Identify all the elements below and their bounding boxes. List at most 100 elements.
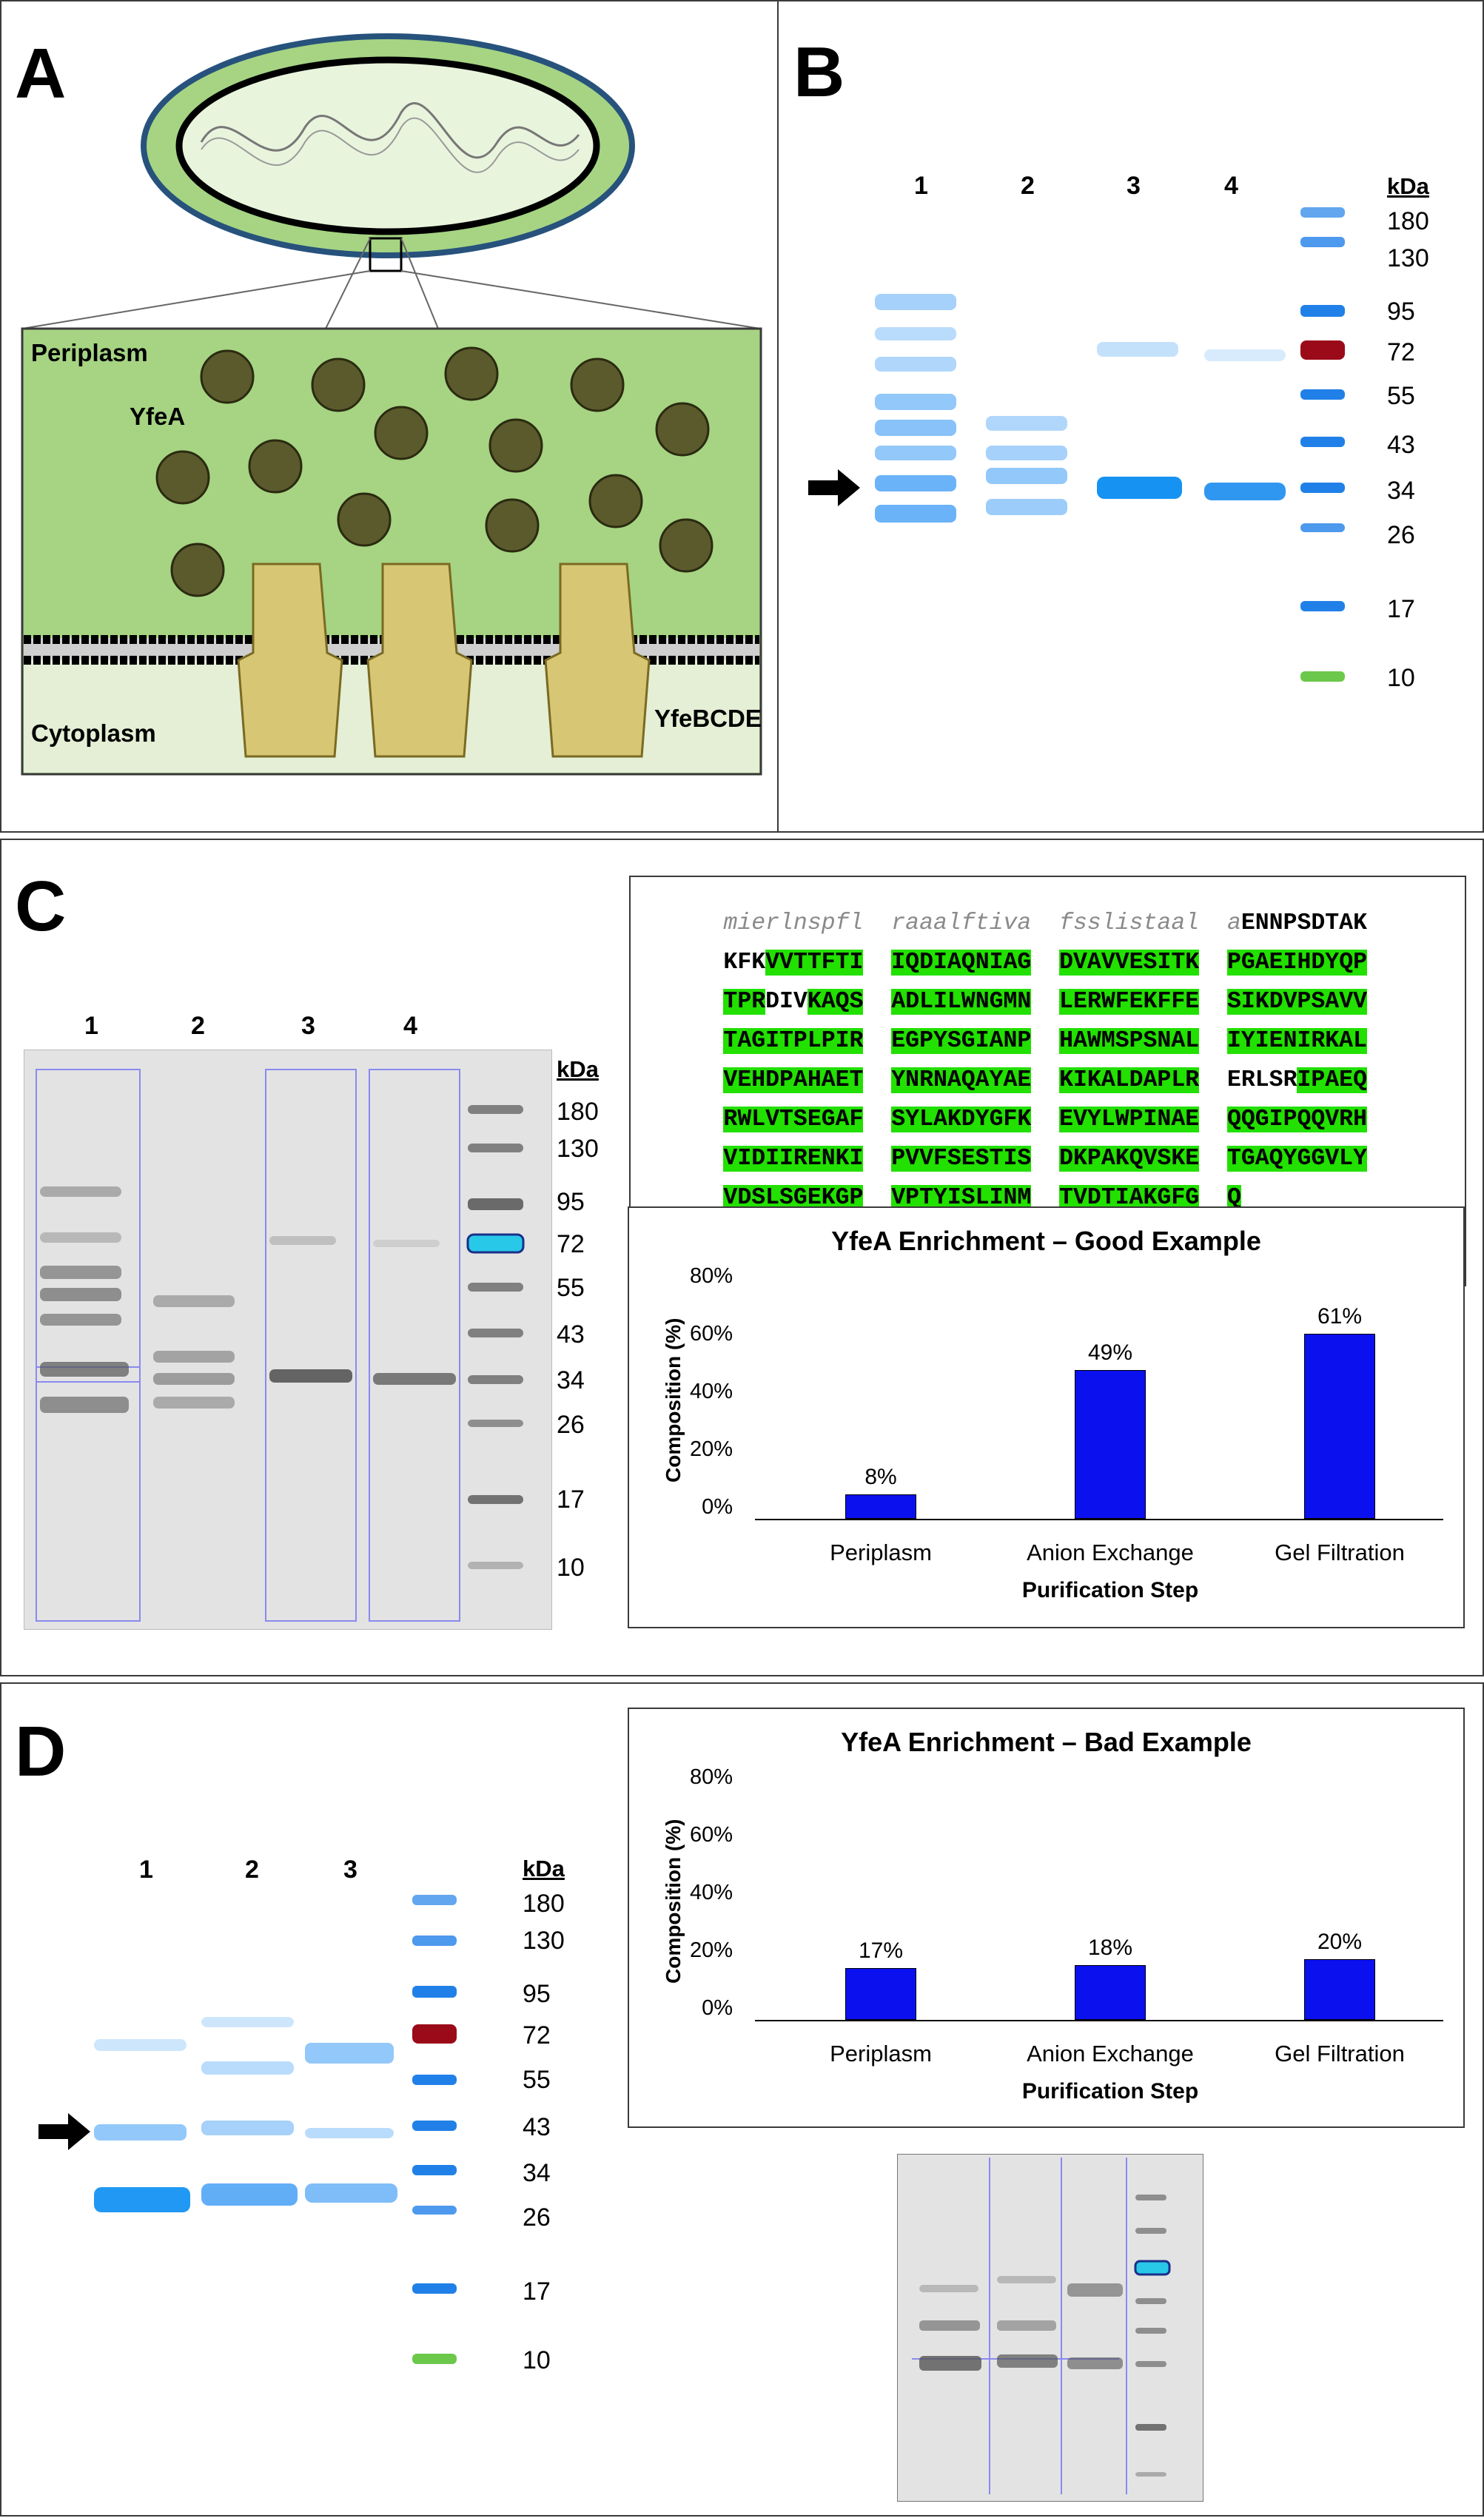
peptide-coverage: DKPAKQVSKE — [1059, 1146, 1200, 1172]
gel-bands-d-grayscale — [912, 2158, 1171, 2494]
peptide-coverage: Q — [1226, 1185, 1241, 1211]
marker-label: 17 — [523, 2277, 551, 2306]
marker-label: 95 — [1387, 298, 1415, 326]
bar — [845, 1494, 916, 1519]
peptide-coverage: KIKALDAPLR — [1059, 1067, 1200, 1093]
lane-number: 1 — [139, 1856, 153, 1884]
bar — [1075, 1965, 1146, 2020]
gel-bands — [875, 294, 1286, 523]
peptide-coverage: HAWMSPSNAL — [1059, 1028, 1200, 1054]
marker-label: 34 — [557, 1366, 585, 1394]
y-tick-label: 0% — [702, 1495, 733, 1519]
lane-number: 2 — [1021, 172, 1035, 200]
kda-title: kDa — [557, 1056, 599, 1082]
marker-label: 43 — [557, 1320, 585, 1349]
dna-icon — [200, 102, 580, 159]
lane-number: 3 — [301, 1012, 315, 1040]
chart-x-axis-label: Purification Step — [1021, 2079, 1199, 2104]
kda-title: kDa — [1387, 173, 1429, 199]
marker-label: 34 — [523, 2159, 551, 2187]
cell-diagram — [21, 33, 762, 776]
panel-b: B 1 2 3 4 kDa 180 130 95 72 55 43 34 26 … — [777, 0, 1484, 833]
peptide-coverage: VVTTFTI — [765, 950, 864, 976]
gel-image-b — [808, 207, 1345, 682]
marker-label: 180 — [557, 1098, 599, 1126]
category-label: Gel Filtration — [1275, 2041, 1405, 2067]
peptide-coverage: RWLVTSEGAF — [723, 1107, 864, 1132]
y-tick-label: 40% — [689, 1380, 733, 1403]
peptide-coverage: YNRNAQAYAE — [891, 1067, 1032, 1093]
marker-label: 55 — [557, 1274, 585, 1302]
panel-c-label: C — [15, 867, 67, 946]
gel-image-c — [24, 1050, 552, 1630]
marker-label: 72 — [1387, 338, 1415, 366]
yfea-label: YfeA — [130, 403, 186, 430]
yfebcde-transporter-icons — [237, 563, 651, 758]
bar-value-label: 17% — [858, 1938, 904, 1964]
peptide-coverage: PGAEIHDYQP — [1226, 950, 1367, 976]
panel-d-label: D — [15, 1712, 67, 1791]
bar-value-label: 61% — [1317, 1303, 1363, 1329]
arrow-icon — [38, 2113, 90, 2150]
marker-label: 95 — [557, 1188, 585, 1216]
lane-number: 1 — [84, 1012, 98, 1040]
marker-label: 26 — [523, 2203, 551, 2232]
peptide-coverage: EGPYSGIANP — [891, 1028, 1032, 1054]
lane-number: 1 — [914, 172, 928, 200]
peptide-coverage: DVAVVESITK — [1059, 950, 1200, 976]
gel-bands-c — [36, 1069, 525, 1622]
chart-bad-example-box: YfeA Enrichment – Bad Example Compositio… — [628, 1708, 1465, 2128]
y-tick-label: 80% — [689, 1765, 733, 1789]
marker-label: 34 — [1387, 477, 1415, 505]
lane-number: 2 — [245, 1856, 259, 1884]
x-axis-line — [755, 1519, 1443, 1520]
sequence-line-2: KFKVVTTFTI IQDIAQNIAG DVAVVESITK PGAEIHD… — [639, 924, 1367, 1001]
signal-peptide: a — [1226, 910, 1241, 936]
gel-image-d — [38, 1895, 457, 2364]
chart-title: YfeA Enrichment – Good Example — [831, 1226, 1261, 1256]
bar-group: 17% 18% 20% — [629, 1709, 1466, 2129]
panel-a-label: A — [15, 34, 67, 113]
category-label: Anion Exchange — [1027, 2041, 1194, 2067]
peptide-coverage: VEHDPAHAET — [723, 1067, 864, 1093]
marker-label: 10 — [523, 2346, 551, 2374]
sequence-segment: ENNPSDTAK — [1240, 910, 1367, 936]
sequence-segment: KFK — [723, 950, 766, 976]
marker-label: 10 — [1387, 664, 1415, 692]
category-label: Gel Filtration — [1275, 1540, 1405, 1565]
marker-label: 17 — [557, 1485, 585, 1514]
sequence-line-6: RWLVTSEGAF SYLAKDYGFK EVYLWPINAE QQGIPQQ… — [639, 1081, 1367, 1158]
peptide-coverage: PVVFSESTIS — [891, 1146, 1032, 1172]
lane-number: 3 — [1127, 172, 1141, 200]
bar — [1304, 1333, 1375, 1519]
marker-label: 130 — [557, 1135, 599, 1163]
peptide-coverage: KAQS — [807, 989, 864, 1015]
marker-label: 130 — [523, 1927, 565, 1955]
periplasm-label: Periplasm — [31, 339, 148, 366]
bar — [1304, 1959, 1375, 2020]
marker-label: 95 — [523, 1980, 551, 2008]
marker-label: 26 — [557, 1411, 585, 1439]
bar-value-label: 8% — [864, 1465, 897, 1490]
panel-a: A Perip — [0, 0, 779, 833]
peptide-coverage: IQDIAQNIAG — [891, 950, 1032, 976]
signal-peptide: fsslistaal — [1059, 910, 1200, 936]
marker-label: 72 — [557, 1230, 585, 1258]
peptide-coverage: TGAQYGGVLY — [1226, 1146, 1367, 1172]
y-tick-label: 0% — [702, 1996, 733, 2020]
sequence-line-7: VIDIIRENKI PVVFSESTIS DKPAKQVSKE TGAQYGG… — [639, 1120, 1367, 1198]
lane-number: 2 — [191, 1012, 205, 1040]
y-tick-label: 80% — [689, 1264, 733, 1288]
lane-number: 4 — [1224, 172, 1238, 200]
zoom-box — [369, 237, 403, 272]
category-label: Periplasm — [830, 2041, 932, 2067]
peptide-coverage: EVYLWPINAE — [1059, 1107, 1200, 1132]
sequence-line-1: mierlnspfl raaalftiva fsslistaal aENNPSD… — [639, 884, 1367, 962]
lane-number: 3 — [343, 1856, 357, 1884]
marker-label: 17 — [1387, 595, 1415, 623]
marker-label: 180 — [1387, 207, 1429, 235]
marker-label: 26 — [1387, 521, 1415, 549]
marker-label: 72 — [523, 2021, 551, 2049]
peptide-coverage: TPR — [723, 989, 766, 1015]
chart-title: YfeA Enrichment – Bad Example — [841, 1727, 1252, 1757]
